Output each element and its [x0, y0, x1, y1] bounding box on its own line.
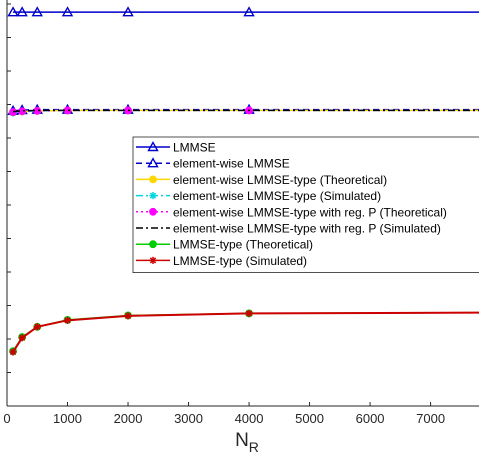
legend-entry: element-wise LMMSE-type with reg. P (Sim… [136, 222, 441, 236]
series-layer [7, 6, 479, 356]
data-point [245, 309, 253, 318]
data-point [122, 6, 134, 17]
x-tick-label: 0 [3, 411, 10, 426]
data-point [33, 323, 41, 331]
legend-entry: element-wise LMMSE [136, 157, 290, 171]
legend-entry: element-wise LMMSE-type (Theoretical) [136, 173, 387, 187]
legend: LMMSE element-wise LMMSE element-wise LMMS… [132, 136, 479, 274]
data-point [7, 6, 19, 17]
data-point [9, 348, 17, 356]
data-point [243, 6, 255, 17]
series-3 [9, 106, 479, 117]
marker-stroke [18, 334, 26, 341]
x-tick-label: 1000 [53, 411, 82, 426]
legend-entry: LMMSE [136, 141, 216, 155]
data-point [63, 316, 72, 324]
axes [6, 0, 479, 407]
x-tick-label: 3000 [174, 411, 203, 426]
legend-label: element-wise LMMSE-type (Theoretical) [173, 173, 387, 187]
data-point [61, 6, 74, 17]
legend-swatch-marker [149, 207, 157, 216]
legend-entry: element-wise LMMSE-type (Simulated) [136, 189, 381, 203]
marker-stroke [124, 312, 132, 319]
series-line [12, 311, 479, 353]
legend-swatch-marker [147, 141, 159, 152]
legend-label: element-wise LMMSE-type (Simulated) [173, 189, 381, 203]
marker-stroke [149, 257, 157, 264]
marker-stroke [34, 323, 41, 330]
legend-label: element-wise LMMSE-type with reg. P (The… [173, 205, 447, 219]
series-2 [9, 106, 479, 117]
series-0 [7, 6, 479, 17]
legend-label: LMMSE-type (Theoretical) [173, 238, 313, 252]
legend-entry: LMMSE-type (Simulated) [136, 254, 307, 268]
data-point [31, 6, 43, 17]
x-tick-label: 6000 [356, 411, 385, 426]
legend-swatch-marker [149, 192, 157, 200]
legend-swatch-marker [149, 240, 157, 249]
x-tick-label: 4000 [235, 411, 264, 426]
x-tick-label: 7000 [416, 411, 445, 426]
x-tick-label: 5000 [295, 411, 324, 426]
marker-stroke [9, 348, 17, 356]
legend-swatch-marker [149, 175, 157, 184]
data-point [16, 6, 28, 17]
series-6 [9, 309, 479, 356]
data-point [18, 334, 26, 342]
x-axis-label: NR [235, 430, 259, 455]
marker-stroke [149, 192, 157, 199]
legend-swatch-marker [149, 256, 157, 264]
legend-label: element-wise LMMSE-type with reg. P (Sim… [173, 222, 441, 236]
tick-labels: 0 1000 2000 3000 4000 5000 6000 7000 [3, 411, 445, 426]
x-tick-label: 2000 [114, 411, 143, 426]
legend-entry: LMMSE-type (Theoretical) [136, 238, 313, 252]
x-axis-label-main: N [235, 430, 249, 451]
marker-stroke [245, 310, 253, 317]
legend-label: element-wise LMMSE [173, 157, 290, 171]
series-7 [9, 309, 479, 356]
legend-swatch-marker [147, 157, 159, 168]
legend-label: LMMSE-type (Simulated) [173, 254, 307, 268]
legend-label: LMMSE [173, 141, 216, 155]
x-axis-label-subscript: R [249, 439, 259, 455]
legend-box [132, 136, 479, 274]
legend-entry: element-wise LMMSE-type with reg. P (The… [136, 205, 447, 219]
marker-stroke [64, 317, 71, 324]
series-5 [12, 109, 479, 113]
series-4 [9, 106, 479, 116]
data-point [124, 312, 132, 320]
series-line [12, 109, 479, 113]
